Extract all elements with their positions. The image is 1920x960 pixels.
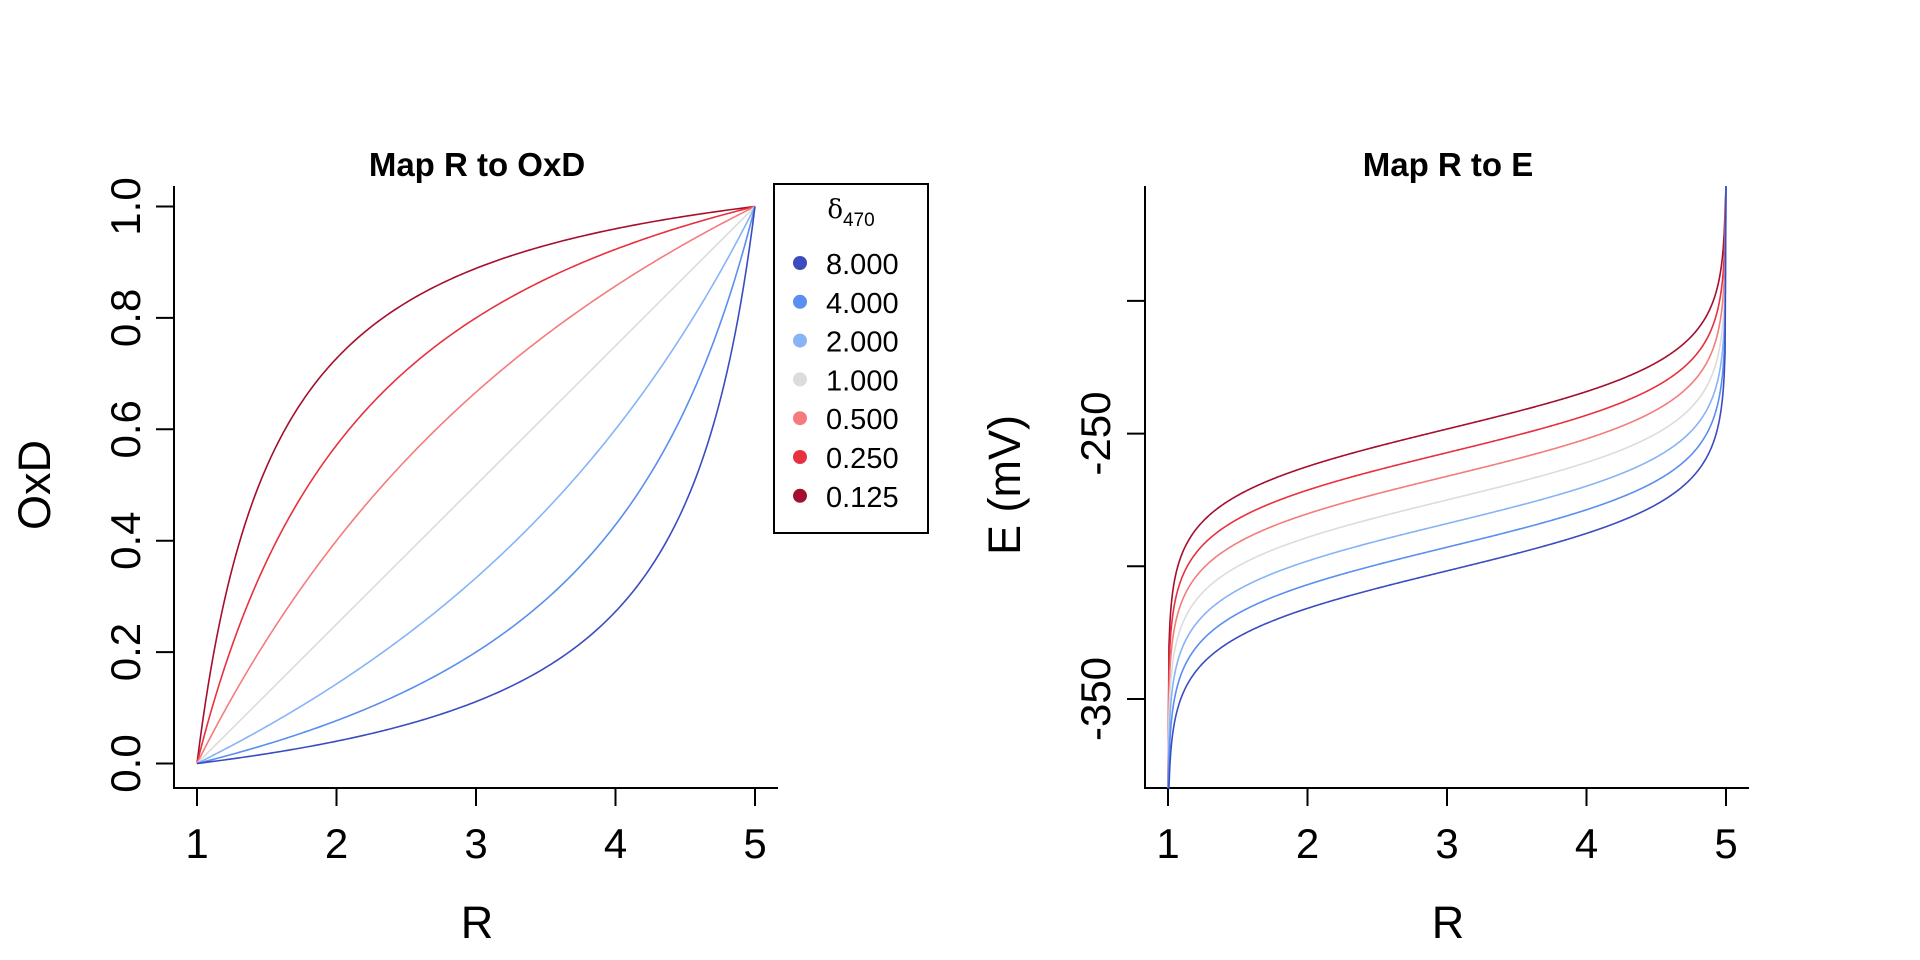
series-line	[196, 206, 756, 765]
series-line	[196, 205, 756, 765]
chart-title: Map R to OxD	[369, 146, 585, 183]
series-line	[196, 205, 756, 764]
legend-swatch	[793, 294, 807, 309]
y-tick-label: -350	[1072, 657, 1119, 741]
x-tick-label: 2	[1296, 820, 1319, 867]
plot-lines	[1167, 185, 1727, 789]
e-panel: Map R to E 1 2 3 4 5 -350 -250 R E (mV)	[979, 146, 1749, 948]
legend-items: 8.000 4.000 2.000 1.000 0.500 0.250 0.125	[793, 249, 899, 514]
y-tick-label: 0.6	[102, 400, 149, 458]
x-axis-label: R	[461, 897, 494, 948]
series-line	[1168, 185, 1727, 789]
axes: 1 2 3 4 5 -350 -250	[1072, 186, 1749, 867]
series-line	[1167, 185, 1727, 789]
legend-label: 4.000	[826, 288, 899, 320]
legend-swatch	[793, 372, 807, 387]
legend-swatch	[793, 333, 807, 348]
legend-swatch	[793, 411, 807, 426]
series-line	[1167, 185, 1727, 789]
legend-swatch	[793, 450, 807, 464]
x-tick-label: 5	[1714, 820, 1737, 867]
legend-box	[773, 183, 929, 534]
x-tick-label: 3	[464, 820, 487, 867]
x-tick-label: 4	[604, 820, 627, 867]
y-tick-label: 0.2	[102, 623, 149, 681]
legend-label: 2.000	[826, 327, 899, 359]
y-tick-label: 1.0	[102, 177, 149, 235]
legend-label: 0.500	[826, 404, 899, 436]
series-line	[1167, 185, 1727, 789]
series-line	[196, 205, 756, 764]
series-line	[196, 205, 756, 764]
series-line	[1167, 185, 1727, 789]
series-line	[1167, 185, 1727, 789]
legend-swatch	[793, 256, 807, 270]
x-axis-label: R	[1432, 897, 1465, 948]
x-tick-label: 2	[325, 820, 348, 867]
y-tick-label: -250	[1072, 392, 1119, 476]
y-axis-label: E (mV)	[979, 415, 1030, 555]
y-tick-label: 0.0	[102, 734, 149, 792]
legend-label: 1.000	[826, 365, 899, 397]
axis-lines	[173, 186, 778, 789]
x-tick-label: 1	[185, 820, 208, 867]
plot-lines	[196, 205, 756, 765]
legend-title: δ470	[827, 195, 874, 231]
legend-label: 8.000	[826, 249, 899, 281]
oxd-panel: Map R to OxD 1 2 3 4 5 0.0 0.2 0.4 0.6 0.8 1.0 R O…	[9, 146, 929, 948]
x-tick-label: 3	[1435, 820, 1458, 867]
legend-title-symbol: δ	[827, 195, 843, 225]
series-line	[1167, 185, 1727, 789]
series-line	[196, 206, 756, 765]
legend-swatch	[793, 488, 807, 503]
y-tick-label: 0.8	[102, 289, 149, 347]
series-line	[196, 206, 756, 765]
legend-label: 0.125	[826, 482, 899, 514]
legend: δ470 8.000 4.000 2.000 1.000 0.500 0.250 0.125	[773, 183, 929, 534]
chart-title: Map R to E	[1363, 146, 1534, 183]
x-tick-label: 4	[1575, 820, 1598, 867]
legend-label: 0.250	[826, 443, 899, 475]
axes: 1 2 3 4 5 0.0 0.2 0.4 0.6 0.8 1.0	[102, 177, 778, 867]
axis-lines	[1144, 186, 1749, 789]
x-tick-label: 1	[1156, 820, 1179, 867]
y-axis-label: OxD	[9, 440, 60, 530]
legend-title-subscript: 470	[843, 210, 875, 231]
y-tick-label: 0.4	[102, 512, 149, 570]
x-tick-label: 5	[743, 820, 766, 867]
